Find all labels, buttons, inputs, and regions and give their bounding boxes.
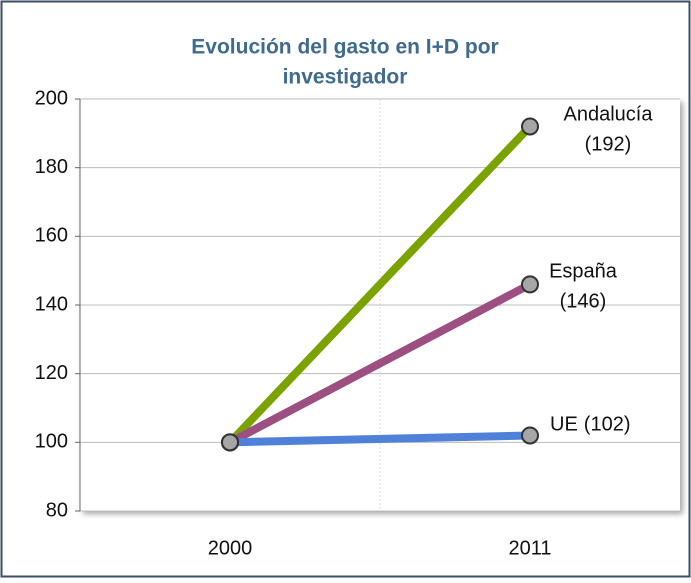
value-label: (146) (560, 290, 607, 312)
series-line (227, 123, 533, 446)
y-tick-label: 160 (35, 225, 68, 247)
x-tick-label: 2011 (508, 537, 551, 559)
series-label: UE (550, 413, 578, 435)
y-tick-label: 180 (35, 156, 68, 178)
marker (521, 275, 539, 294)
chart-title: Evolución del gasto en I+D por (191, 36, 498, 59)
marker (221, 433, 239, 452)
series-line (228, 280, 532, 446)
y-tick-label: 140 (35, 293, 68, 315)
series-label: España (549, 260, 618, 282)
x-tick-label: 2000 (208, 537, 253, 559)
y-tick-label: 120 (35, 362, 68, 384)
value-label: (102) (584, 413, 631, 435)
y-tick-label: 80 (46, 499, 68, 521)
marker (521, 426, 539, 445)
series-line (229, 431, 531, 447)
marker (521, 117, 539, 136)
y-tick-label: 200 (35, 87, 68, 109)
series-label: Andalucía (564, 103, 654, 125)
y-tick-label: 100 (35, 431, 68, 453)
chart-title: investigador (283, 66, 408, 89)
value-label: (192) (585, 133, 632, 155)
